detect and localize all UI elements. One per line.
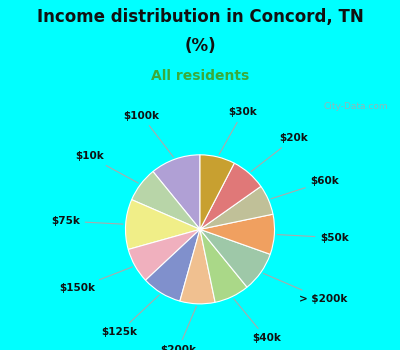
Wedge shape [200,186,273,229]
Text: $125k: $125k [101,295,159,337]
Text: Income distribution in Concord, TN: Income distribution in Concord, TN [37,8,363,26]
Text: $60k: $60k [271,176,340,199]
Wedge shape [132,172,200,229]
Text: > $200k: > $200k [264,273,347,304]
Text: $30k: $30k [219,107,257,154]
Text: $200k: $200k [160,306,196,350]
Text: $100k: $100k [124,111,173,157]
Text: (%): (%) [184,37,216,55]
Text: $10k: $10k [75,152,138,183]
Wedge shape [200,155,234,229]
Text: $20k: $20k [251,133,308,172]
Text: $50k: $50k [277,233,349,243]
Text: $150k: $150k [59,267,132,294]
Wedge shape [128,229,200,280]
Wedge shape [146,229,200,301]
Wedge shape [153,155,200,229]
Text: All residents: All residents [151,69,249,83]
Text: $75k: $75k [51,216,123,226]
Wedge shape [200,214,274,254]
Text: $40k: $40k [234,299,281,343]
Wedge shape [200,163,261,229]
Wedge shape [200,229,247,302]
Wedge shape [180,229,215,304]
Wedge shape [200,229,270,287]
Text: City-Data.com: City-Data.com [323,102,388,111]
Wedge shape [126,199,200,250]
